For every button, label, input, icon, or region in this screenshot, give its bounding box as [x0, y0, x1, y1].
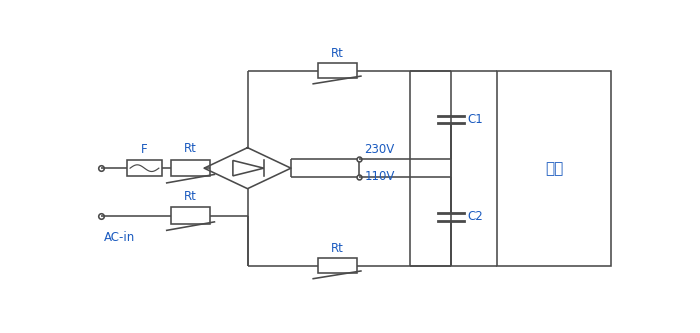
Text: 负载: 负载: [545, 161, 564, 176]
FancyBboxPatch shape: [127, 161, 162, 176]
FancyBboxPatch shape: [171, 207, 210, 224]
Text: Rt: Rt: [330, 47, 344, 60]
Text: C1: C1: [468, 113, 483, 126]
Text: C2: C2: [468, 210, 483, 223]
Text: Rt: Rt: [184, 189, 197, 202]
FancyBboxPatch shape: [318, 258, 356, 273]
Text: Rt: Rt: [184, 142, 197, 155]
FancyBboxPatch shape: [318, 63, 356, 78]
FancyBboxPatch shape: [171, 160, 210, 176]
Text: 110V: 110V: [364, 170, 395, 183]
FancyBboxPatch shape: [497, 71, 611, 266]
Text: 230V: 230V: [364, 143, 394, 156]
Text: AC-in: AC-in: [104, 231, 135, 244]
Text: F: F: [141, 143, 148, 156]
Text: Rt: Rt: [330, 242, 344, 255]
